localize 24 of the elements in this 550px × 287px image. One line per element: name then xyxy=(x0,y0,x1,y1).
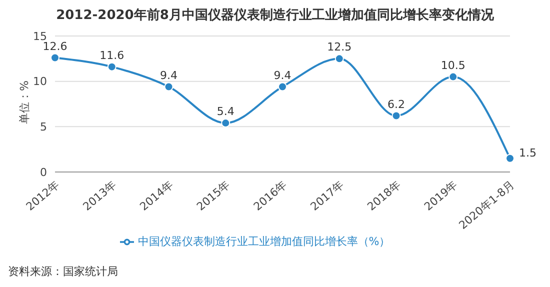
data-label: 1.5 xyxy=(519,146,536,160)
y-tick-label: 0 xyxy=(40,166,47,179)
point xyxy=(506,154,514,163)
data-label: 6.2 xyxy=(388,98,405,111)
y-tick-label: 5 xyxy=(40,120,47,134)
point xyxy=(107,62,116,72)
legend-label: 中国仪器仪表制造行业工业增加值同比增长率（%） xyxy=(138,235,390,248)
point xyxy=(334,54,344,64)
y-axis-title: 单位：% xyxy=(18,80,31,124)
data-label: 11.6 xyxy=(100,48,124,62)
point xyxy=(221,118,230,128)
point xyxy=(278,82,287,92)
text: 资料来源：国家统计局 xyxy=(8,264,118,279)
data-label: 5.4 xyxy=(216,105,234,118)
data-label: 12.5 xyxy=(327,40,352,54)
point xyxy=(392,111,401,120)
chart-title: 2012-2020年前8月中国仪器仪表制造行业工业增加值同比增长率变化情况 xyxy=(55,6,495,24)
point xyxy=(50,53,60,62)
point xyxy=(164,82,174,92)
data-label: 10.5 xyxy=(440,58,466,72)
data-label: 9.4 xyxy=(160,68,178,82)
y-tick-label: 10 xyxy=(33,75,47,88)
point xyxy=(448,72,458,82)
data-label: 9.4 xyxy=(274,68,292,82)
